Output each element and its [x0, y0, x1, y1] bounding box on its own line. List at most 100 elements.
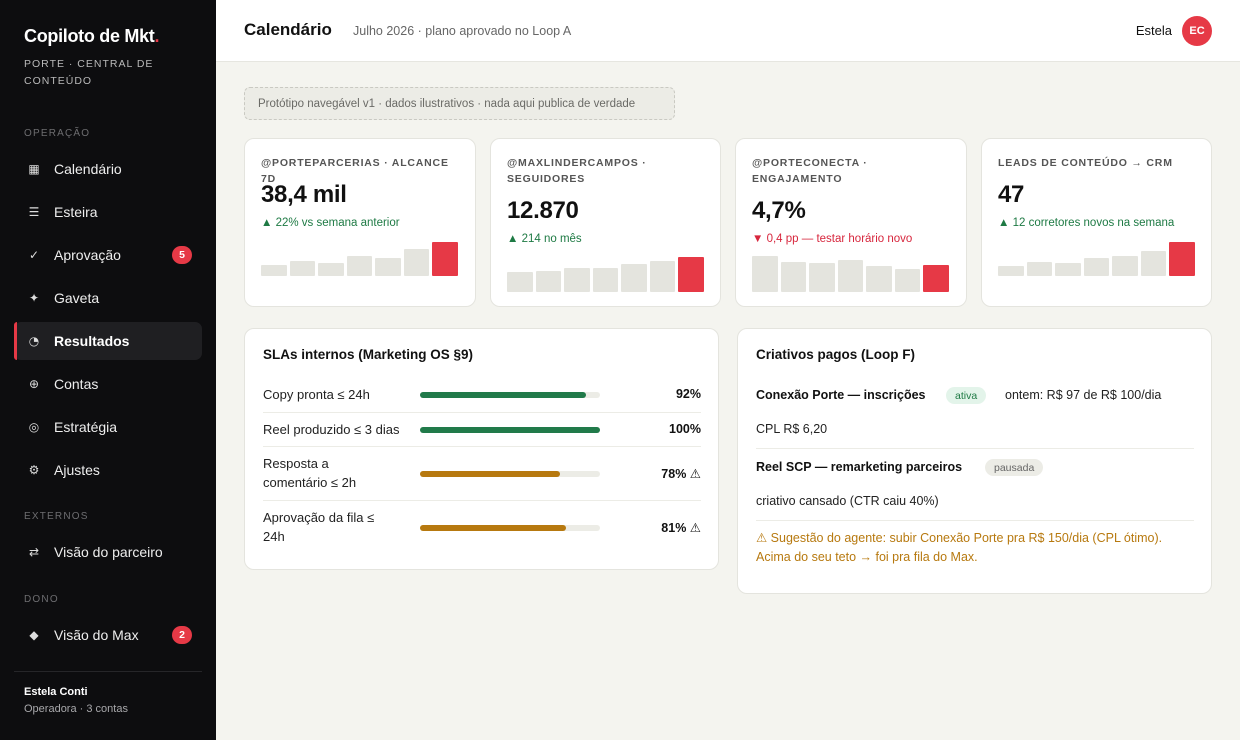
header-user-name[interactable]: Estela: [1135, 23, 1172, 38]
sparkline-bar: [1083, 258, 1109, 276]
sla-panel: SLAs internos (Marketing OS §9) Copy pro…: [244, 328, 719, 570]
avatar[interactable]: EC: [1182, 16, 1212, 46]
kpi-sparkline: [752, 256, 949, 292]
sparkline-bar: [1026, 262, 1052, 276]
status-badge: pausada: [985, 459, 1044, 476]
sparkline-bar: [752, 256, 778, 292]
sidebar-item-label: Resultados: [54, 333, 130, 349]
sidebar-item-aprovacao[interactable]: ✓ Aprovação 5: [14, 236, 202, 274]
sparkline-bar: [866, 266, 892, 292]
sla-row: Copy pronta ≤ 24h 92%: [263, 377, 701, 413]
kpi-value: 4,7%: [752, 197, 806, 224]
sidebar-item-gaveta[interactable]: ✦ Gaveta: [14, 279, 202, 317]
kpi-value: 47: [998, 181, 1025, 208]
criativos-panel: Criativos pagos (Loop F) Conexão Porte —…: [737, 328, 1212, 594]
sparkline-bar: [1140, 251, 1166, 276]
sidebar-item-esteira[interactable]: ☰ Esteira: [14, 193, 202, 231]
sla-label: Aprovação da fila ≤ 24h: [263, 510, 375, 544]
sidebar-item-calendario[interactable]: ▦ Calendário: [14, 150, 202, 188]
page-title: Calendário: [244, 20, 332, 39]
kpi-card[interactable]: @PORTEPARCERIAS · ALCANCE 7D 38,4 mil ▲ …: [244, 138, 476, 307]
sidebar-item-label: Ajustes: [54, 462, 100, 478]
sla-percent: 78% ⚠: [661, 467, 701, 481]
divider: [756, 520, 1194, 521]
kpi-delta: ▼ 0,4 pp — testar horário novo: [752, 233, 913, 245]
sidebar-item-resultados[interactable]: ◔ Resultados: [14, 322, 202, 360]
kpi-delta: ▲ 214 no mês: [507, 233, 582, 245]
sidebar-item-contas[interactable]: ⊕ Contas: [14, 365, 202, 403]
diamond-icon: ◆: [29, 628, 39, 642]
sla-label: Resposta a comentário ≤ 2h: [263, 456, 357, 490]
pending-count-badge: 5: [172, 246, 192, 264]
kpi-label: LEADS DE CONTEÚDO → CRM: [998, 157, 1173, 169]
prototype-banner: Protótipo navegável v1 · dados ilustrati…: [244, 87, 675, 120]
kpi-card[interactable]: LEADS DE CONTEÚDO → CRM 47 ▲ 12 corretor…: [981, 138, 1212, 307]
sparkline-bar: [923, 265, 949, 292]
kpi-value: 12.870: [507, 197, 579, 224]
sidebar-item-label: Esteira: [54, 204, 98, 220]
sparkline-bar: [837, 260, 863, 292]
sidebar-item-estrategia[interactable]: ◎ Estratégia: [14, 408, 202, 446]
sidebar: Copiloto de Mkt. PORTE · CENTRAL DE CONT…: [0, 0, 216, 740]
sla-label: Copy pronta ≤ 24h: [263, 387, 370, 402]
sidebar-item-visao-parceiro[interactable]: ⇄ Visão do parceiro: [14, 533, 202, 571]
top-header: Calendário Julho 2026 · plano aprovado n…: [216, 0, 1240, 62]
kpi-sparkline: [507, 257, 704, 292]
sparkline-bar: [507, 272, 533, 292]
pie-chart-icon: ◔: [28, 334, 40, 348]
sparkline-bar: [261, 265, 287, 276]
kpi-value: 38,4 mil: [261, 181, 347, 208]
sidebar-item-label: Contas: [54, 376, 99, 392]
sla-progress-bar: [420, 427, 600, 433]
user-name[interactable]: Estela Conti: [24, 686, 88, 698]
kpi-sparkline: [261, 242, 458, 276]
section-label-dono: DONO: [24, 594, 59, 605]
sidebar-item-ajustes[interactable]: ⚙ Ajustes: [14, 451, 202, 489]
sidebar-divider: [14, 671, 202, 672]
kpi-delta: ▲ 22% vs semana anterior: [261, 217, 400, 229]
kpi-delta: ▲ 12 corretores novos na semana: [998, 217, 1175, 229]
section-label-operacao: OPERAÇÃO: [24, 128, 91, 139]
sparkline-bar: [894, 269, 920, 292]
sparkline-bar: [432, 242, 458, 276]
sparkline-bar: [403, 249, 429, 276]
sparkline-bar: [564, 268, 590, 292]
campaign-name[interactable]: Conexão Porte — inscrições: [756, 388, 926, 402]
brand-logo[interactable]: Copiloto de Mkt.: [24, 26, 160, 46]
panel-title: SLAs internos (Marketing OS §9): [263, 347, 474, 362]
sparkline-bar: [1055, 263, 1081, 276]
sparkline-bar: [678, 257, 704, 292]
sla-label: Reel produzido ≤ 3 dias: [263, 422, 400, 437]
sla-progress-fill: [420, 427, 600, 433]
sla-row: Aprovação da fila ≤ 24h 81% ⚠: [263, 501, 701, 555]
sidebar-item-label: Gaveta: [54, 290, 100, 306]
sidebar-item-visao-max[interactable]: ◆ Visão do Max 2: [14, 616, 202, 654]
kpi-card[interactable]: @PORTECONECTA · ENGAJAMENTO 4,7% ▼ 0,4 p…: [735, 138, 967, 307]
pending-count-badge: 2: [172, 626, 192, 644]
campaign-spend: ontem: R$ 97 de R$ 100/dia: [1005, 388, 1162, 402]
sla-percent: 100%: [669, 422, 701, 436]
panel-title: Criativos pagos (Loop F): [756, 347, 916, 362]
kpi-label: @MAXLINDERCAMPOS · SEGUIDORES: [507, 157, 647, 185]
gear-icon: ⚙: [28, 463, 40, 477]
campaign-name[interactable]: Reel SCP — remarketing parceiros: [756, 460, 963, 474]
kpi-card[interactable]: @MAXLINDERCAMPOS · SEGUIDORES 12.870 ▲ 2…: [490, 138, 721, 307]
sla-progress-fill: [420, 525, 566, 531]
sla-progress-fill: [420, 471, 561, 477]
sla-percent: 81% ⚠: [661, 521, 701, 535]
swap-icon: ⇄: [28, 545, 40, 559]
divider: [756, 448, 1194, 449]
page-subtitle: Julho 2026 · plano aprovado no Loop A: [353, 24, 572, 38]
sparkline-bar: [1169, 242, 1195, 276]
kpi-label: @PORTECONECTA · ENGAJAMENTO: [752, 157, 868, 185]
sidebar-item-label: Estratégia: [54, 419, 118, 435]
section-label-externos: EXTERNOS: [24, 511, 89, 522]
sparkline-bar: [318, 263, 344, 276]
sparkline-bar: [592, 268, 618, 292]
sidebar-item-label: Visão do parceiro: [54, 544, 163, 560]
sla-progress-bar: [420, 525, 600, 531]
status-badge: ativa: [946, 387, 987, 404]
check-icon: ✓: [28, 248, 40, 262]
sla-progress-bar: [420, 392, 600, 398]
sidebar-item-label: Aprovação: [54, 247, 121, 263]
